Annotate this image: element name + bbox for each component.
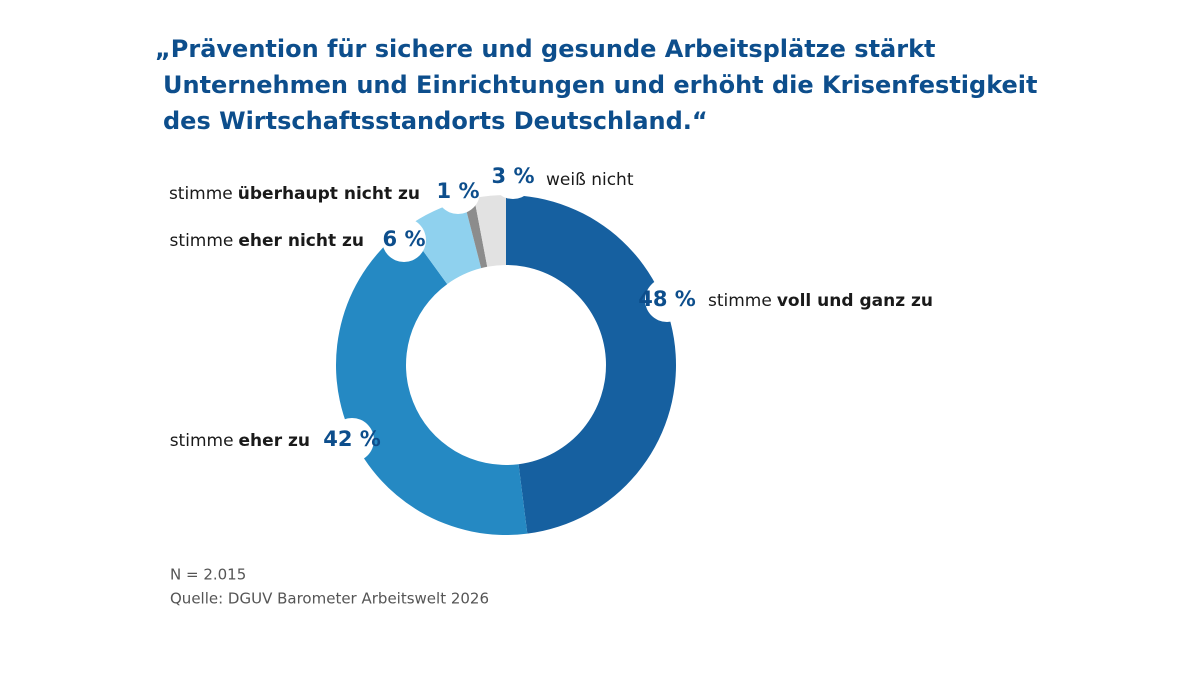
category-label-part: stimme bbox=[170, 231, 234, 251]
sample-note: N = 2.015 bbox=[170, 566, 246, 584]
value-label: 1 % bbox=[437, 179, 480, 203]
category-label-part: stimme bbox=[708, 291, 772, 311]
donut-segment bbox=[463, 198, 488, 269]
category-label: stimme eher nicht zu bbox=[170, 231, 364, 251]
donut-segment bbox=[506, 195, 677, 534]
category-label-part: eher nicht zu bbox=[238, 231, 364, 251]
value-label: 3 % bbox=[492, 164, 535, 188]
donut-segment bbox=[474, 195, 506, 267]
label-badge bbox=[382, 218, 426, 262]
title-line: „Prävention für sichere und gesunde Arbe… bbox=[155, 35, 936, 63]
source-note: Quelle: DGUV Barometer Arbeitswelt 2026 bbox=[170, 590, 489, 608]
category-label: stimme überhaupt nicht zu bbox=[169, 184, 420, 204]
label-badge bbox=[491, 155, 535, 199]
category-label-part: überhaupt nicht zu bbox=[238, 184, 420, 204]
category-label: stimme voll und ganz zu bbox=[708, 291, 933, 311]
category-label: stimme eher zu bbox=[170, 431, 310, 451]
category-label-part: eher zu bbox=[239, 431, 310, 451]
category-label-part: weiß nicht bbox=[546, 170, 634, 190]
label-badge bbox=[645, 278, 689, 322]
category-label-part: stimme bbox=[169, 184, 233, 204]
donut-segment bbox=[406, 200, 482, 285]
title-line: des Wirtschaftsstandorts Deutschland.“ bbox=[163, 107, 708, 135]
value-label: 42 % bbox=[323, 427, 381, 451]
donut-segment bbox=[336, 227, 528, 536]
category-label: weiß nicht bbox=[546, 170, 634, 190]
value-label: 6 % bbox=[383, 227, 426, 251]
category-label-part: stimme bbox=[170, 431, 234, 451]
title-line: Unternehmen und Einrichtungen und erhöht… bbox=[163, 71, 1038, 99]
value-label: 48 % bbox=[638, 287, 696, 311]
label-badge bbox=[436, 170, 480, 214]
label-badge bbox=[330, 418, 374, 462]
category-label-part: voll und ganz zu bbox=[777, 291, 933, 311]
